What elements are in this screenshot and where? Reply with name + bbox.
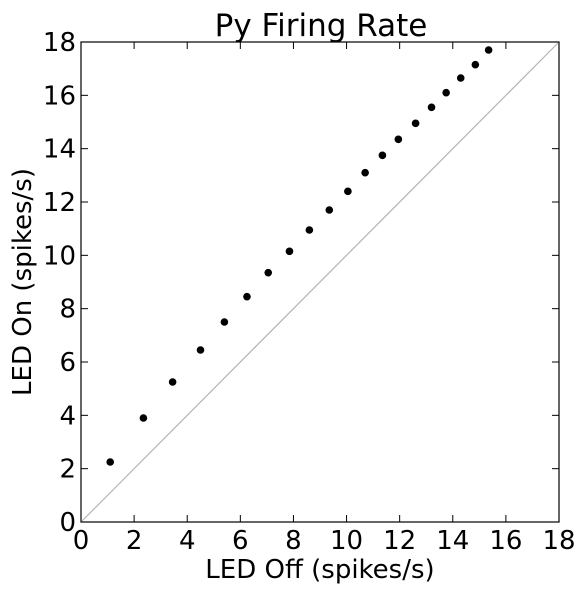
scatter-point [264, 269, 272, 277]
x-tick-label: 4 [179, 526, 196, 556]
scatter-point [412, 120, 420, 128]
scatter-point [325, 206, 333, 214]
scatter-point [395, 136, 403, 144]
y-tick-label: 14 [43, 135, 76, 165]
y-tick-label: 12 [43, 188, 76, 218]
x-tick-label: 6 [232, 526, 249, 556]
scatter-point [442, 89, 450, 97]
y-axis-label: LED On (spikes/s) [8, 168, 38, 396]
scatter-point [140, 414, 148, 422]
scatter-point [243, 293, 251, 301]
scatter-point [286, 248, 294, 256]
x-tick-label: 14 [436, 526, 469, 556]
x-tick-label: 8 [285, 526, 302, 556]
y-tick-label: 0 [59, 508, 76, 538]
x-tick-label: 10 [330, 526, 363, 556]
x-tick-label: 18 [542, 526, 575, 556]
scatter-point [472, 61, 480, 69]
scatter-point [106, 458, 114, 466]
y-tick-label: 18 [43, 28, 76, 58]
x-tick-label: 12 [383, 526, 416, 556]
y-tick-label: 6 [59, 348, 76, 378]
x-tick-label: 16 [489, 526, 522, 556]
scatter-point [197, 346, 205, 354]
scatter-point [361, 169, 369, 177]
y-tick-label: 8 [59, 295, 76, 325]
scatter-point [457, 74, 465, 82]
x-tick-label: 2 [126, 526, 143, 556]
scatter-point [485, 46, 493, 54]
scatter-point [428, 104, 436, 112]
y-tick-label: 10 [43, 241, 76, 271]
y-tick-label: 4 [59, 401, 76, 431]
scatter-point [306, 226, 314, 234]
scatter-point [379, 152, 387, 160]
scatter-point [221, 318, 229, 326]
x-axis-label: LED Off (spikes/s) [205, 555, 434, 585]
scatter-point [344, 188, 352, 196]
y-tick-label: 16 [43, 81, 76, 111]
y-tick-label: 2 [59, 455, 76, 485]
chart-title: Py Firing Rate [215, 8, 428, 44]
scatter-point [169, 378, 177, 386]
